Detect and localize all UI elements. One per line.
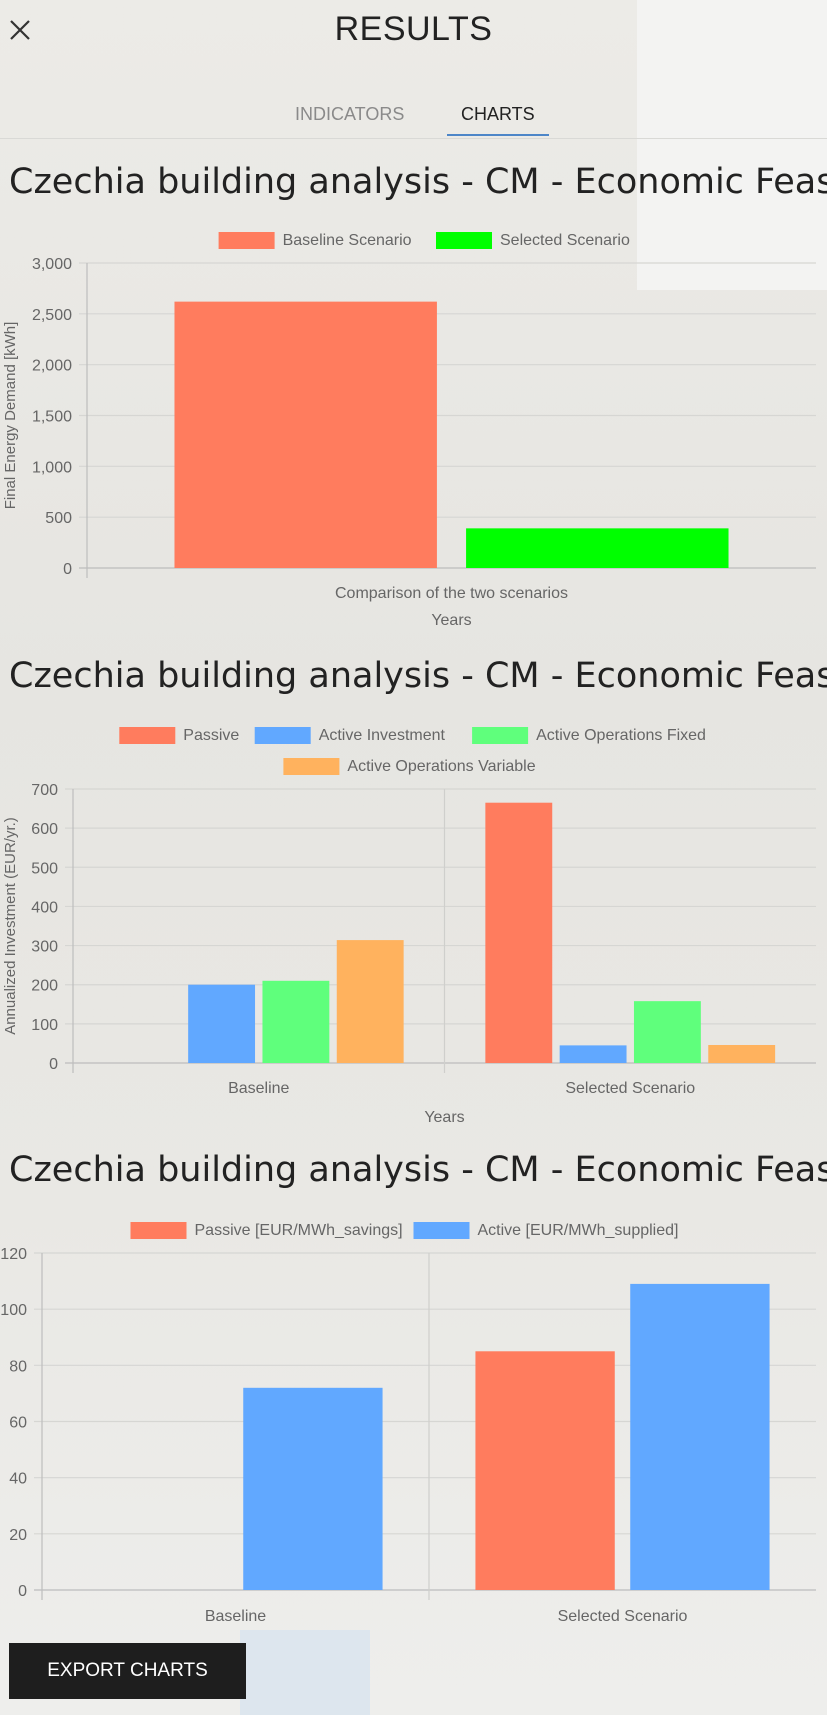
legend-swatch [130, 1222, 187, 1239]
bar-active-investment [188, 984, 256, 1063]
chart-2-title: Czechia building analysis - CM - Economi… [9, 656, 827, 696]
legend-swatch [436, 232, 492, 249]
x-category-label: Selected Scenario [558, 1608, 688, 1625]
bar-passive-eur-mwh-savings [475, 1351, 615, 1590]
legend-label: Passive [EUR/MWh_savings] [195, 1222, 403, 1239]
bar-active-eur-mwh-supplied [243, 1387, 383, 1590]
y-tick-label: 2,000 [32, 358, 72, 375]
y-tick-label: 0 [63, 561, 72, 578]
bar-active-operations-fixed [262, 980, 330, 1063]
bar-selected-scenario [466, 528, 729, 568]
page-title: RESULTS [334, 10, 493, 48]
close-icon[interactable] [8, 18, 32, 42]
background-panel [637, 0, 827, 290]
legend-swatch [119, 727, 176, 744]
y-tick-label: 100 [0, 1302, 27, 1319]
export-charts-button[interactable]: EXPORT CHARTS [9, 1643, 246, 1699]
bar-passive [485, 802, 553, 1063]
y-tick-label: 100 [31, 1017, 58, 1034]
y-tick-label: 500 [31, 860, 58, 877]
y-tick-label: 1,000 [32, 459, 72, 476]
chart-3-title: Czechia building analysis - CM - Economi… [9, 1150, 827, 1190]
tab-indicators[interactable]: INDICATORS [295, 104, 405, 124]
y-axis-label: Annualized Investment (EUR/yr.) [2, 817, 19, 1035]
x-axis-label: Years [424, 1109, 464, 1126]
bar-active-operations-fixed [633, 1001, 701, 1063]
y-tick-label: 400 [31, 899, 58, 916]
x-axis-label: Years [431, 612, 471, 629]
x-category-label: Baseline [205, 1608, 266, 1625]
legend-label: Active Investment [319, 727, 446, 744]
x-category-label: Comparison of the two scenarios [335, 585, 568, 602]
y-tick-label: 700 [31, 782, 58, 799]
chart-1-energy-demand: Baseline Scenario Selected Scenario 3,000 2… [2, 232, 816, 629]
active-tab-indicator [447, 134, 549, 136]
y-tick-label: 1,500 [32, 409, 72, 426]
y-tick-label: 200 [31, 978, 58, 995]
legend-label: Active [EUR/MWh_supplied] [478, 1222, 679, 1239]
y-tick-label: 60 [9, 1415, 27, 1432]
tab-charts[interactable]: CHARTS [461, 104, 535, 124]
bar-baseline-scenario [174, 301, 437, 568]
y-tick-label: 600 [31, 821, 58, 838]
legend-label: Baseline Scenario [283, 232, 412, 249]
chart-2-annualized-investment: Passive Active Investment Active Operation… [2, 727, 816, 1126]
legend-label: Passive [183, 727, 239, 744]
legend-swatch [472, 727, 529, 744]
y-tick-label: 80 [9, 1358, 27, 1375]
tab-bar: INDICATORS CHARTS [0, 96, 827, 139]
legend-label: Active Operations Fixed [536, 727, 706, 744]
legend-swatch [254, 727, 311, 744]
bar-active-operations-variable [708, 1044, 776, 1063]
bar-active-operations-variable [336, 940, 404, 1063]
legend-label: Selected Scenario [500, 232, 630, 249]
y-tick-label: 0 [49, 1056, 58, 1073]
bar-active-investment [559, 1045, 627, 1063]
y-tick-label: 500 [45, 510, 72, 527]
legend-label: Active Operations Variable [347, 758, 535, 775]
x-category-label: Baseline [228, 1080, 289, 1097]
chart-3-cost-per-mwh: Passive [EUR/MWh_savings] Active [EUR/MWh… [0, 1222, 816, 1625]
results-header: RESULTS [0, 0, 827, 62]
x-category-label: Selected Scenario [565, 1080, 695, 1097]
y-axis-label: Final Energy Demand [kWh] [2, 322, 19, 510]
legend-swatch [283, 758, 340, 775]
y-tick-label: 120 [0, 1246, 27, 1263]
y-tick-label: 0 [18, 1583, 27, 1600]
y-tick-label: 300 [31, 939, 58, 956]
y-tick-label: 3,000 [32, 256, 72, 273]
bar-active-eur-mwh-supplied [630, 1283, 770, 1590]
y-tick-label: 20 [9, 1527, 27, 1544]
chart-1-title: Czechia building analysis - CM - Economi… [9, 162, 827, 202]
background-decoration [240, 1630, 370, 1715]
legend-swatch [413, 1222, 470, 1239]
y-tick-label: 40 [9, 1471, 27, 1488]
y-tick-label: 2,500 [32, 307, 72, 324]
legend-swatch [218, 232, 275, 249]
